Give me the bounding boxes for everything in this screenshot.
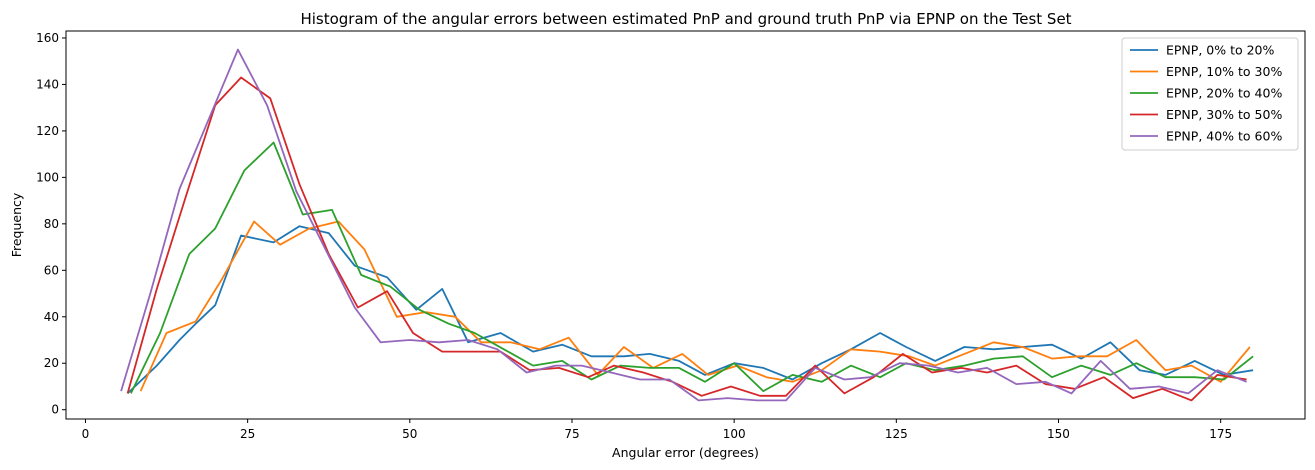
x-tick-label: 150 bbox=[1047, 427, 1070, 441]
series-line-5 bbox=[120, 48, 1247, 402]
y-tick-label: 160 bbox=[36, 31, 59, 45]
legend-label: EPNP, 0% to 20% bbox=[1166, 43, 1275, 58]
y-tick-label: 140 bbox=[36, 77, 59, 91]
y-tick-label: 100 bbox=[36, 170, 59, 184]
y-tick-label: 0 bbox=[51, 403, 59, 417]
legend-box bbox=[1121, 37, 1299, 151]
x-tick-label: 25 bbox=[240, 427, 255, 441]
x-axis-label: Angular error (degrees) bbox=[612, 445, 759, 460]
legend-label: EPNP, 20% to 40% bbox=[1166, 86, 1282, 101]
plot-frame bbox=[65, 30, 1306, 420]
series-line-1 bbox=[126, 225, 1254, 395]
x-tick-label: 125 bbox=[885, 427, 908, 441]
y-tick-label: 40 bbox=[44, 310, 59, 324]
legend-label: EPNP, 40% to 60% bbox=[1166, 129, 1282, 144]
x-axis: 0 25 50 75 100 125 150 175 bbox=[82, 419, 1232, 441]
legend-label: EPNP, 30% to 50% bbox=[1166, 107, 1282, 122]
series-line-4 bbox=[126, 76, 1247, 402]
y-axis: 0 20 40 60 80 100 120 140 160 bbox=[36, 31, 66, 417]
x-tick-label: 0 bbox=[82, 427, 90, 441]
y-tick-label: 120 bbox=[36, 124, 59, 138]
series-layer bbox=[120, 48, 1254, 402]
legend-label: EPNP, 10% to 30% bbox=[1166, 64, 1282, 79]
series-line-2 bbox=[139, 220, 1251, 392]
legend: EPNP, 0% to 20% EPNP, 10% to 30% EPNP, 20%… bbox=[1121, 37, 1299, 151]
x-tick-label: 75 bbox=[564, 427, 579, 441]
y-axis-label: Frequency bbox=[9, 192, 24, 257]
x-tick-label: 175 bbox=[1209, 427, 1232, 441]
x-tick-label: 100 bbox=[723, 427, 746, 441]
series-line-3 bbox=[130, 141, 1254, 394]
x-tick-label: 50 bbox=[402, 427, 417, 441]
y-tick-label: 20 bbox=[44, 356, 59, 370]
y-tick-label: 80 bbox=[44, 217, 59, 231]
chart-title: Histogram of the angular errors between … bbox=[300, 10, 1071, 28]
y-tick-label: 60 bbox=[44, 263, 59, 277]
